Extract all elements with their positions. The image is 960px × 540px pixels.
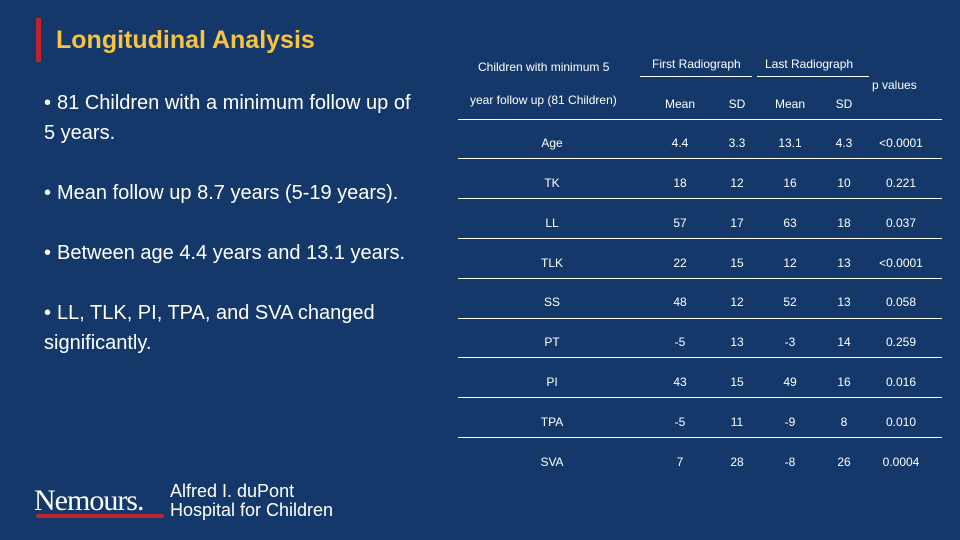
cell-param: Age bbox=[541, 136, 563, 150]
cell-first-mean: 4.4 bbox=[671, 136, 689, 150]
cell-first-mean: 7 bbox=[676, 455, 684, 469]
logo-swoosh-icon bbox=[36, 514, 164, 518]
logo-line1: Alfred I. duPont bbox=[170, 481, 295, 501]
cell-first-mean: -5 bbox=[674, 415, 686, 429]
cell-last-sd: 13 bbox=[837, 256, 851, 270]
logo-brand-text: Nemours. bbox=[34, 484, 144, 517]
cell-first-sd: 11 bbox=[730, 415, 744, 429]
logo-line2: Hospital for Children bbox=[170, 500, 334, 520]
cell-first-sd: 3.3 bbox=[728, 136, 746, 150]
cell-p-value: 0.010 bbox=[885, 415, 917, 429]
subheader-first-mean: Mean bbox=[664, 97, 696, 111]
cell-first-mean: 18 bbox=[673, 176, 687, 190]
bullet-dot-icon: • bbox=[44, 302, 52, 324]
cell-p-value: <0.0001 bbox=[879, 136, 923, 150]
cell-p-value: 0.037 bbox=[885, 216, 917, 230]
cell-p-value: 0.0004 bbox=[882, 455, 920, 469]
cell-param: SS bbox=[543, 295, 560, 309]
nemours-logo: Nemours. Alfred I. duPont Hospital for C… bbox=[34, 480, 364, 524]
cell-p-value: <0.0001 bbox=[879, 256, 923, 270]
cell-param: TPA bbox=[540, 415, 564, 429]
cell-first-sd: 13 bbox=[730, 335, 744, 349]
cell-last-sd: 16 bbox=[837, 375, 851, 389]
cell-last-mean: 49 bbox=[783, 375, 797, 389]
table-header-line2: year follow up (81 Children) bbox=[470, 93, 617, 107]
cell-param: PI bbox=[546, 375, 558, 389]
bullet-item: • 81 Children with a minimum follow up of… bbox=[44, 88, 424, 148]
cell-last-sd: 13 bbox=[837, 295, 851, 309]
cell-last-mean: -3 bbox=[784, 335, 796, 349]
group-last-underline bbox=[757, 76, 869, 77]
cell-p-value: 0.259 bbox=[885, 335, 917, 349]
cell-first-mean: -5 bbox=[674, 335, 686, 349]
cell-last-mean: 16 bbox=[783, 176, 797, 190]
cell-param: TK bbox=[544, 176, 560, 190]
cell-param: LL bbox=[545, 216, 559, 230]
cell-last-mean: 13.1 bbox=[778, 136, 802, 150]
table-divider bbox=[458, 318, 942, 319]
cell-param: TLK bbox=[540, 256, 563, 270]
bullet-text: Mean follow up 8.7 years (5-19 years). bbox=[57, 182, 399, 204]
cell-last-sd: 14 bbox=[837, 335, 851, 349]
cell-first-mean: 48 bbox=[673, 295, 687, 309]
title-accent-bar bbox=[36, 18, 41, 62]
bullet-text: Between age 4.4 years and 13.1 years. bbox=[57, 242, 406, 264]
cell-first-sd: 12 bbox=[730, 176, 744, 190]
cell-first-mean: 57 bbox=[673, 216, 687, 230]
logo-hospital-text: Alfred I. duPont Hospital for Children bbox=[170, 482, 333, 520]
cell-p-value: 0.058 bbox=[885, 295, 917, 309]
subheader-last-sd: SD bbox=[835, 97, 853, 111]
cell-last-mean: 63 bbox=[783, 216, 797, 230]
bullet-text: 81 Children with a minimum follow up of … bbox=[44, 92, 411, 144]
cell-first-mean: 43 bbox=[673, 375, 687, 389]
cell-first-sd: 17 bbox=[730, 216, 744, 230]
cell-last-sd: 4.3 bbox=[835, 136, 853, 150]
table-divider bbox=[458, 397, 942, 398]
table-divider bbox=[458, 437, 942, 438]
group-first-radiograph: First Radiograph bbox=[652, 57, 741, 71]
table-divider bbox=[458, 158, 942, 159]
cell-last-mean: -8 bbox=[784, 455, 796, 469]
cell-param: SVA bbox=[540, 455, 564, 469]
cell-last-mean: -9 bbox=[784, 415, 796, 429]
table-divider bbox=[458, 119, 942, 120]
bullet-dot-icon: • bbox=[44, 242, 52, 264]
cell-last-sd: 18 bbox=[837, 216, 851, 230]
cell-p-value: 0.221 bbox=[885, 176, 917, 190]
bullet-item: • Mean follow up 8.7 years (5-19 years). bbox=[44, 178, 424, 208]
cell-param: PT bbox=[544, 335, 560, 349]
slide-title: Longitudinal Analysis bbox=[56, 26, 315, 54]
cell-last-mean: 12 bbox=[783, 256, 797, 270]
group-last-radiograph: Last Radiograph bbox=[765, 57, 854, 71]
cell-p-value: 0.016 bbox=[885, 375, 917, 389]
cell-last-sd: 26 bbox=[837, 455, 851, 469]
bullet-text: LL, TLK, PI, TPA, and SVA changed signif… bbox=[44, 302, 375, 354]
bullet-item: • LL, TLK, PI, TPA, and SVA changed signi… bbox=[44, 298, 424, 358]
cell-first-mean: 22 bbox=[673, 256, 687, 270]
table-divider bbox=[458, 278, 942, 279]
table-divider bbox=[458, 357, 942, 358]
bullet-list: • 81 Children with a minimum follow up of… bbox=[44, 88, 424, 358]
table-divider bbox=[458, 238, 942, 239]
group-first-underline bbox=[640, 76, 752, 77]
cell-first-sd: 12 bbox=[730, 295, 744, 309]
cell-last-sd: 8 bbox=[840, 415, 848, 429]
bullet-dot-icon: • bbox=[44, 92, 52, 114]
cell-last-mean: 52 bbox=[783, 295, 797, 309]
bullet-item: • Between age 4.4 years and 13.1 years. bbox=[44, 238, 424, 268]
cell-last-sd: 10 bbox=[837, 176, 851, 190]
bullet-dot-icon: • bbox=[44, 182, 52, 204]
cell-first-sd: 15 bbox=[730, 256, 744, 270]
cell-first-sd: 28 bbox=[730, 455, 744, 469]
p-values-header: p values bbox=[872, 78, 917, 92]
subheader-last-mean: Mean bbox=[774, 97, 806, 111]
table-divider bbox=[458, 198, 942, 199]
cell-first-sd: 15 bbox=[730, 375, 744, 389]
subheader-first-sd: SD bbox=[728, 97, 746, 111]
table-header-line1: Children with minimum 5 bbox=[478, 60, 610, 74]
